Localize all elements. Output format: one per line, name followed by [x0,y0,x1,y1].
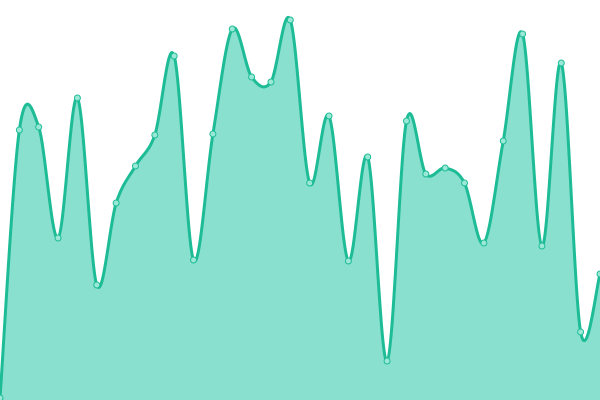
data-point-30 [577,328,585,336]
data-point-26 [499,137,507,145]
data-point-20 [383,357,391,365]
data-point-19 [364,153,372,161]
area-fill [0,17,600,400]
data-point-11 [209,130,217,138]
data-point-15 [286,16,294,24]
data-point-2 [35,123,43,131]
data-point-0 [0,394,4,400]
data-point-8 [151,131,159,139]
data-point-22 [422,170,430,178]
data-point-28 [538,242,546,250]
data-points [0,16,600,400]
data-point-27 [519,30,527,38]
data-point-1 [15,126,23,134]
data-point-24 [461,179,469,187]
data-point-4 [73,94,81,102]
data-point-14 [267,78,275,86]
data-point-13 [248,73,256,81]
data-point-21 [402,117,410,125]
data-point-9 [170,52,178,60]
data-point-16 [306,179,314,187]
data-point-12 [228,25,236,33]
data-point-6 [112,199,120,207]
data-point-3 [54,234,62,242]
data-point-10 [190,256,198,264]
data-point-25 [480,239,488,247]
data-point-5 [93,281,101,289]
data-point-18 [344,257,352,265]
data-point-29 [557,59,565,67]
data-point-23 [441,164,449,172]
data-point-31 [596,270,600,278]
data-point-17 [325,112,333,120]
data-point-7 [131,162,139,170]
